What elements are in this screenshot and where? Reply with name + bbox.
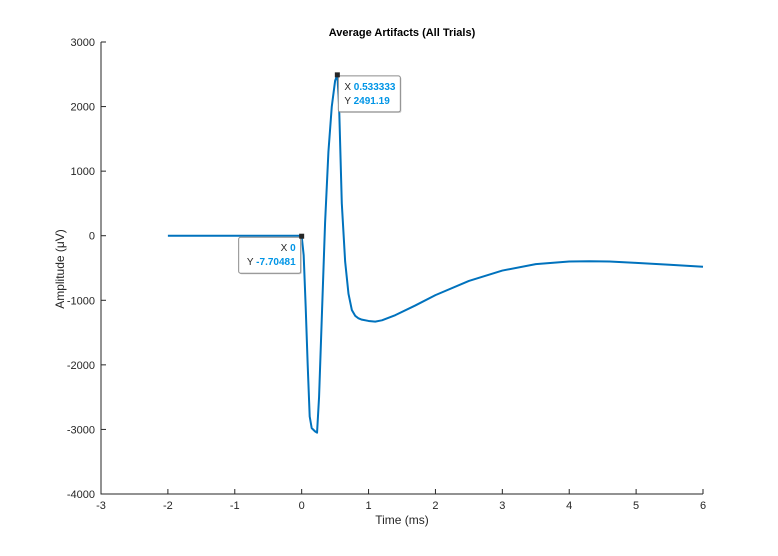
chart-title: Average Artifacts (All Trials): [329, 27, 476, 39]
x-tick-label: 6: [700, 500, 706, 512]
datatip-marker: [299, 233, 305, 239]
x-tick-label: 1: [365, 500, 371, 512]
y-tick-label: -2000: [67, 360, 95, 372]
series-line: [167, 73, 704, 434]
y-tick-label: 3000: [71, 37, 95, 49]
y-tick-label: -1000: [67, 295, 95, 307]
y-axis-label: Amplitude (μV): [53, 229, 67, 309]
plot-area: -3 -2 -1 0 1 2 3 4 5 6 -4000 -3000 -2000 -1000 0 1000 20…: [67, 37, 706, 512]
x-axis-label: Time (ms): [375, 513, 429, 527]
y-tick-label: 2000: [71, 102, 95, 114]
y-tick-label: 1000: [71, 166, 95, 178]
x-tick-label: 3: [499, 500, 505, 512]
x-tick-label: -2: [163, 500, 173, 512]
axes-box: [100, 42, 703, 495]
datatips: X 0 Y -7.70481 X 0.533333 Y 2491.19: [238, 72, 402, 275]
x-tick-label: 2: [432, 500, 438, 512]
datatip-y-row: Y -7.70481: [247, 257, 296, 268]
datatip-x-row: X 0: [281, 243, 296, 254]
datatip-x-row: X 0.533333: [344, 82, 396, 93]
axis-tick-labels: -3 -2 -1 0 1 2 3 4 5 6 -4000 -3000 -2000 -1000 0 1000 20…: [67, 37, 706, 512]
datatip-marker: [334, 72, 340, 78]
x-tick-label: 0: [299, 500, 305, 512]
datatip-y-row: Y 2491.19: [344, 96, 390, 107]
x-tick-label: -3: [96, 500, 106, 512]
datatip-box: [238, 236, 302, 274]
y-tick-label: -4000: [67, 489, 95, 501]
axis-ticks: [100, 41, 704, 495]
x-tick-label: -1: [230, 500, 240, 512]
y-tick-label: -3000: [67, 424, 95, 436]
x-tick-label: 5: [633, 500, 639, 512]
datatip-box: [337, 75, 401, 113]
datatip[interactable]: X 0.533333 Y 2491.19: [334, 72, 402, 113]
x-tick-label: 4: [566, 500, 572, 512]
y-tick-label: 0: [89, 231, 95, 243]
datatip[interactable]: X 0 Y -7.70481: [238, 233, 305, 275]
